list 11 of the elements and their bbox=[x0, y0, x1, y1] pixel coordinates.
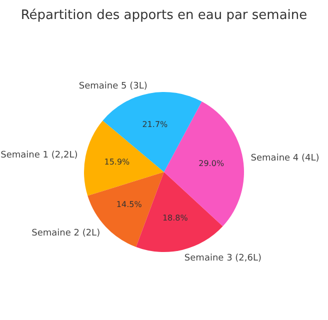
slice-label: Semaine 3 (2,6L) bbox=[184, 254, 262, 264]
data-label: 21.7% bbox=[142, 120, 168, 129]
data-label: 29.0% bbox=[198, 159, 224, 168]
slice-label: Semaine 4 (4L) bbox=[250, 153, 320, 164]
slice-label: Semaine 1 (2,2L) bbox=[0, 150, 78, 161]
slice-label: Semaine 2 (2L) bbox=[32, 228, 100, 238]
data-label: 18.8% bbox=[162, 214, 188, 223]
data-label: 15.9% bbox=[104, 158, 130, 167]
chart-title: Répartition des apports en eau par semaine bbox=[20, 8, 308, 23]
slice-label: Semaine 5 (3L) bbox=[78, 82, 148, 92]
data-label: 14.5% bbox=[116, 200, 142, 209]
